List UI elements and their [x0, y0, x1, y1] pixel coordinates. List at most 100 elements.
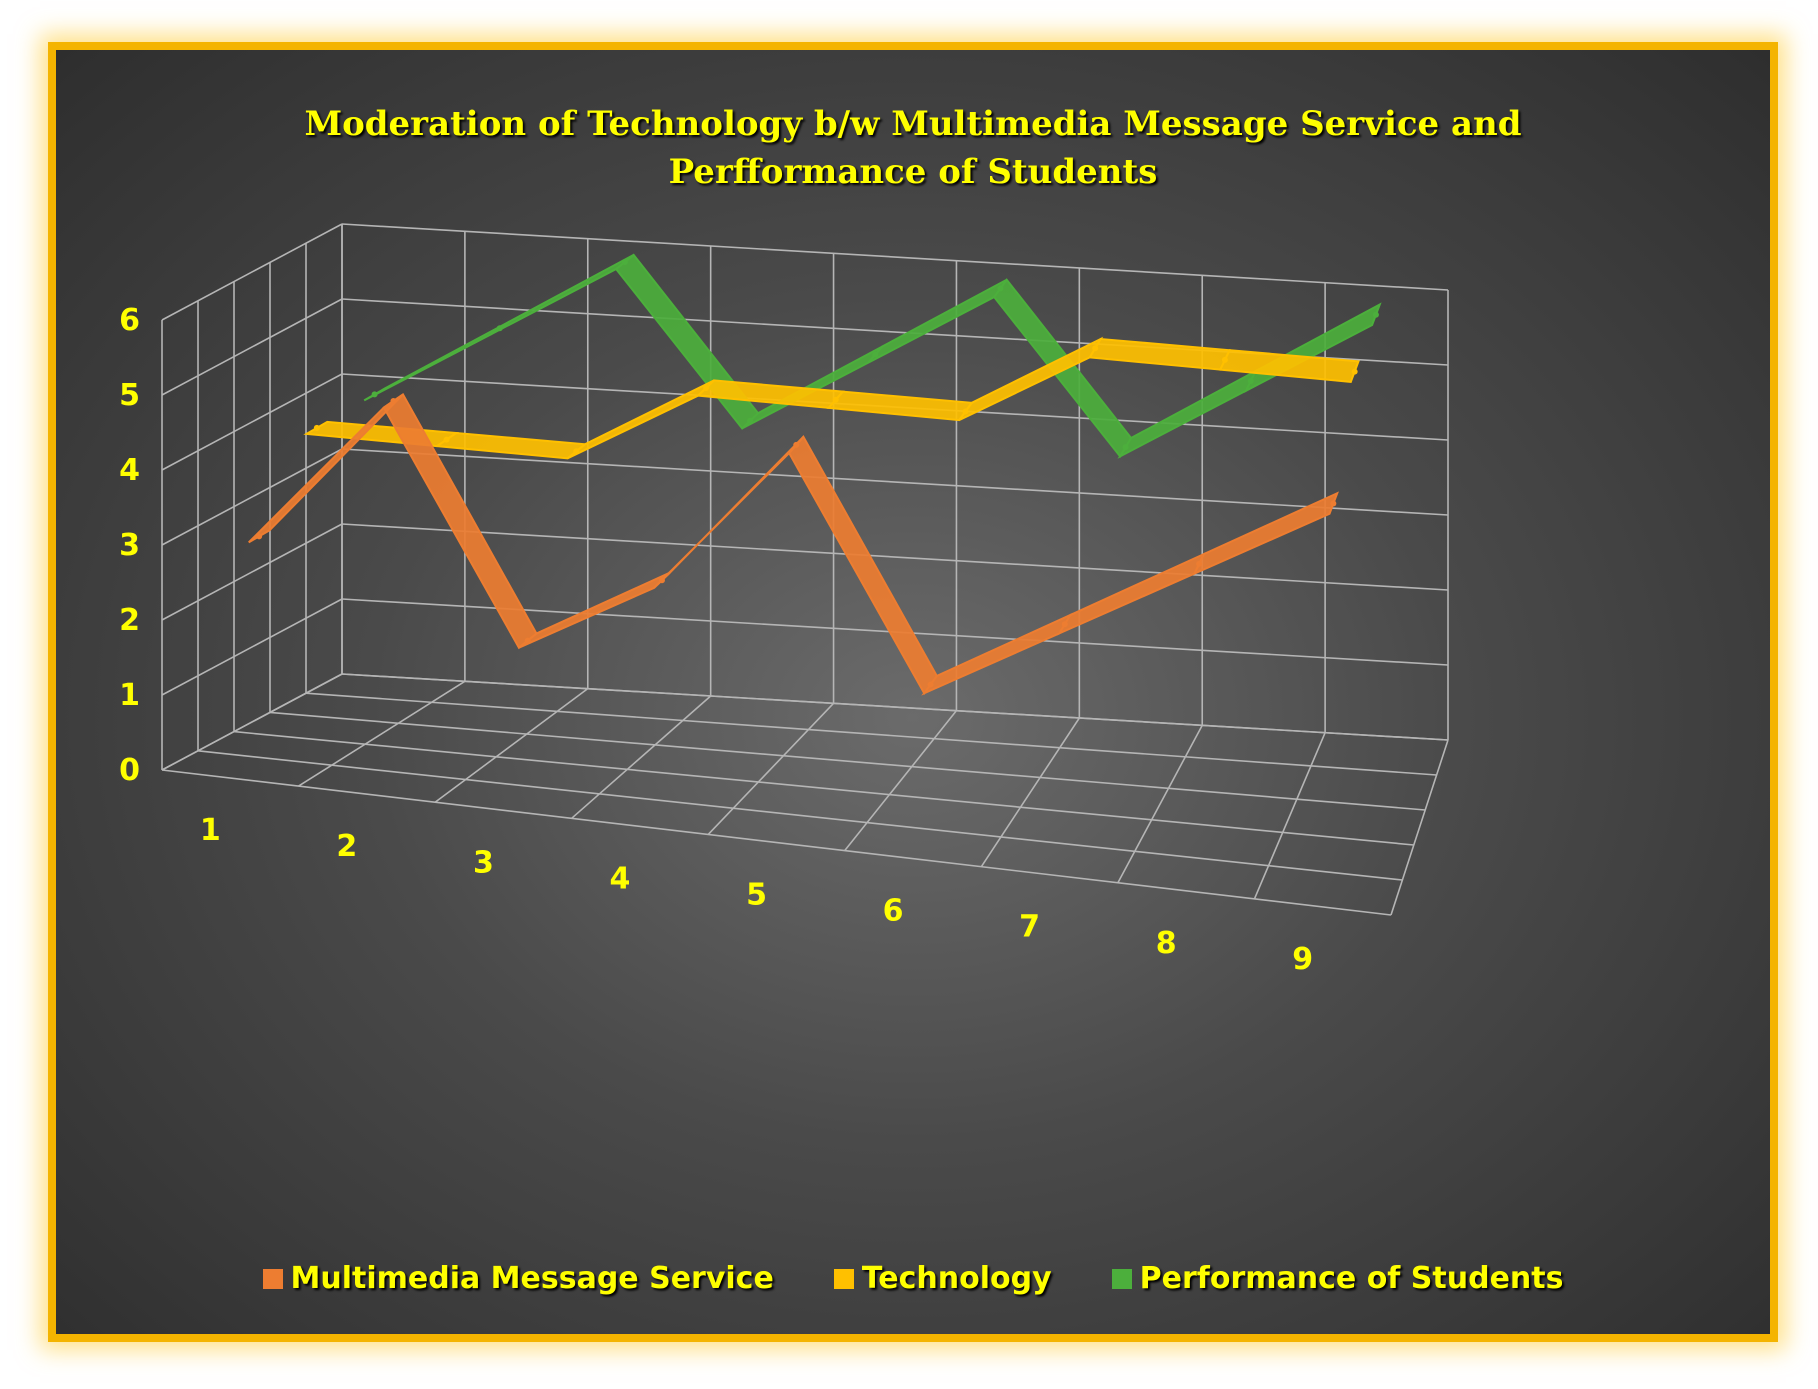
- x-tick-label: 8: [1156, 926, 1177, 961]
- floor-gridline: [707, 702, 835, 835]
- series-point-1: [793, 441, 800, 448]
- legend-label-technology: Technology: [861, 1261, 1052, 1296]
- series-point-2: [832, 396, 839, 403]
- side-wall-gridline: [161, 298, 343, 396]
- series-point-1: [658, 577, 665, 584]
- series-point-3: [496, 325, 503, 332]
- y-tick-label: 2: [119, 603, 140, 638]
- y-tick-label: 4: [119, 453, 140, 488]
- series-point-1: [1061, 621, 1068, 628]
- series-segment-1: [1192, 491, 1339, 576]
- x-tick-label: 7: [1019, 910, 1040, 945]
- series-segment-1: [653, 436, 805, 589]
- series-segment-2: [1218, 349, 1360, 383]
- chart-title: Moderation of Technology b/w Multimedia …: [304, 104, 1522, 192]
- floor-gridline: [571, 695, 712, 819]
- back-wall-gridline: [341, 223, 1449, 291]
- series-point-3: [1122, 444, 1129, 451]
- back-wall-gridline: [341, 523, 1449, 591]
- series-point-3: [747, 417, 754, 424]
- floor-gridline: [980, 717, 1081, 868]
- grid-layer: [161, 223, 1449, 916]
- series-point-3: [997, 285, 1004, 292]
- side-wall-gridline: [161, 373, 343, 471]
- series-layer: [248, 253, 1382, 696]
- labels-layer: 0 1 2 3 4 5 6 1 2 3 4 5 6 7 8 9: [119, 303, 1313, 977]
- floor-gridline: [161, 673, 343, 771]
- y-tick-label: 0: [119, 753, 140, 788]
- floor-crossline: [269, 711, 1426, 811]
- legend-label-performance: Performance of Students: [1139, 1261, 1564, 1296]
- back-wall-gridline: [341, 448, 1449, 516]
- y-tick-label: 3: [119, 528, 140, 563]
- series-point-2: [962, 408, 969, 415]
- series-segment-2: [826, 390, 974, 422]
- series-segment-3: [1117, 368, 1258, 459]
- y-tick-label: 6: [119, 303, 140, 338]
- side-wall-gridline: [161, 223, 343, 321]
- series-point-1: [390, 397, 397, 404]
- x-tick-label: 9: [1292, 942, 1313, 977]
- legend-item-mms: Multimedia Message Service: [262, 1261, 774, 1296]
- series-point-1: [256, 533, 263, 540]
- series-segment-3: [363, 320, 510, 402]
- floor-crossline: [341, 673, 1449, 741]
- chart-plot: 0 1 2 3 4 5 6 1 2 3 4 5 6 7 8 9: [119, 223, 1449, 977]
- floor-gridline: [1117, 724, 1203, 884]
- x-tick-label: 3: [473, 845, 494, 880]
- side-wall-gridline: [161, 523, 343, 621]
- x-tick-label: 6: [883, 894, 904, 929]
- legend-label-mms: Multimedia Message Service: [290, 1261, 774, 1296]
- x-tick-label: 1: [200, 813, 221, 848]
- series-point-3: [1372, 311, 1379, 318]
- series-point-2: [1221, 356, 1228, 363]
- series-point-2: [1351, 368, 1358, 375]
- side-wall-gridline: [161, 448, 343, 546]
- legend-item-performance: Performance of Students: [1111, 1261, 1564, 1296]
- x-tick-label: 4: [610, 861, 631, 896]
- legend: Multimedia Message Service Technology Pe…: [56, 1261, 1770, 1296]
- series-point-1: [1330, 500, 1337, 507]
- floor-gridline: [1253, 732, 1326, 900]
- series-segment-2: [434, 432, 588, 460]
- legend-swatch-performance: [1111, 1268, 1132, 1289]
- chart-frame: Moderation of Technology b/w Multimedia …: [48, 42, 1778, 1342]
- floor-gridline: [1390, 739, 1449, 916]
- series-segment-3: [867, 278, 1008, 364]
- floor-gridline: [434, 688, 589, 803]
- x-tick-label: 2: [336, 829, 357, 864]
- series-point-1: [1196, 560, 1203, 567]
- floor-crossline: [233, 730, 1414, 846]
- series-point-2: [313, 424, 320, 431]
- floor-crossline: [161, 769, 1392, 916]
- series-point-2: [703, 385, 710, 392]
- series-point-1: [524, 637, 531, 644]
- series-point-2: [1092, 345, 1099, 352]
- floor-gridline: [298, 680, 466, 787]
- series-segment-2: [1088, 337, 1232, 371]
- legend-swatch-mms: [262, 1268, 283, 1289]
- floor-crossline: [197, 750, 1403, 881]
- side-wall-gridline: [161, 598, 343, 696]
- series-point-1: [927, 681, 934, 688]
- series-segment-1: [921, 612, 1073, 696]
- series-point-3: [872, 351, 879, 358]
- legend-swatch-technology: [833, 1268, 854, 1289]
- y-tick-label: 1: [119, 678, 140, 713]
- series-segment-3: [489, 254, 635, 336]
- series-point-3: [621, 258, 628, 265]
- series-point-2: [443, 436, 450, 443]
- series-point-3: [371, 391, 378, 398]
- legend-item-technology: Technology: [833, 1261, 1052, 1296]
- series-segment-2: [303, 420, 460, 448]
- floor-crossline: [305, 692, 1437, 776]
- series-segment-1: [787, 435, 939, 696]
- series-point-2: [573, 448, 580, 455]
- series-point-3: [1247, 377, 1254, 384]
- x-tick-label: 5: [746, 878, 767, 913]
- series-segment-1: [1056, 552, 1206, 636]
- series-segment-3: [614, 253, 760, 430]
- y-tick-label: 5: [119, 378, 140, 413]
- series-segment-1: [248, 393, 404, 544]
- floor-gridline: [844, 710, 958, 852]
